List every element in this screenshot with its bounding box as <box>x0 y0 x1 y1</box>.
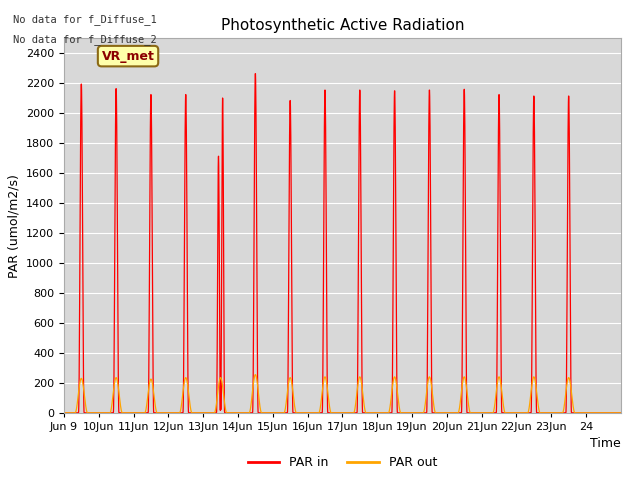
PAR out <box>463 388 471 394</box>
X-axis label: Time: Time <box>590 437 621 450</box>
PAR in <box>174 410 182 416</box>
PAR in <box>499 410 506 416</box>
Line: PAR in: PAR in <box>64 73 621 413</box>
PAR in <box>252 71 259 76</box>
PAR out <box>174 410 182 416</box>
Legend: PAR in, PAR out: PAR in, PAR out <box>243 451 442 474</box>
PAR out <box>252 372 259 377</box>
PAR out <box>499 395 506 400</box>
Y-axis label: PAR (umol/m2/s): PAR (umol/m2/s) <box>8 174 20 277</box>
PAR in <box>532 353 540 359</box>
Text: No data for f_Diffuse_1: No data for f_Diffuse_1 <box>13 14 157 25</box>
PAR in <box>611 410 618 416</box>
Text: No data for f_Diffuse_2: No data for f_Diffuse_2 <box>13 34 157 45</box>
PAR out <box>611 410 618 416</box>
Line: PAR out: PAR out <box>64 374 621 413</box>
PAR out <box>60 410 68 416</box>
PAR in <box>414 410 422 416</box>
Text: VR_met: VR_met <box>102 49 154 62</box>
PAR in <box>60 410 68 416</box>
PAR out <box>617 410 625 416</box>
PAR out <box>414 410 422 416</box>
Title: Photosynthetic Active Radiation: Photosynthetic Active Radiation <box>221 18 464 33</box>
PAR in <box>617 410 625 416</box>
PAR in <box>463 409 471 415</box>
PAR out <box>532 383 540 388</box>
